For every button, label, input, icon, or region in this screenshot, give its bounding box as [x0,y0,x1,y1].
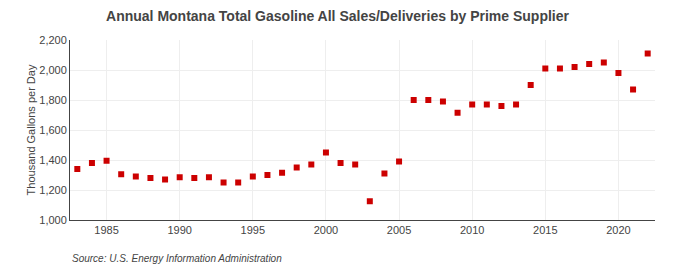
svg-text:2020: 2020 [606,224,630,236]
svg-text:Annual Montana Total Gasoline: Annual Montana Total Gasoline All Sales/… [106,8,569,24]
svg-text:2000: 2000 [314,224,338,236]
svg-text:2,200: 2,200 [39,34,67,46]
svg-text:2005: 2005 [387,224,411,236]
svg-text:2015: 2015 [533,224,557,236]
svg-text:1985: 1985 [94,224,118,236]
svg-text:1,800: 1,800 [39,94,67,106]
svg-text:1,600: 1,600 [39,124,67,136]
svg-text:1,400: 1,400 [39,154,67,166]
svg-text:1990: 1990 [167,224,191,236]
svg-text:Source: U.S. Energy Informatio: Source: U.S. Energy Information Administ… [72,253,282,264]
svg-text:2,000: 2,000 [39,64,67,76]
svg-text:1995: 1995 [241,224,265,236]
svg-text:1,200: 1,200 [39,184,67,196]
svg-text:1,000: 1,000 [39,214,67,226]
svg-text:2010: 2010 [460,224,484,236]
svg-text:Thousand Gallons per Day: Thousand Gallons per Day [25,64,37,195]
